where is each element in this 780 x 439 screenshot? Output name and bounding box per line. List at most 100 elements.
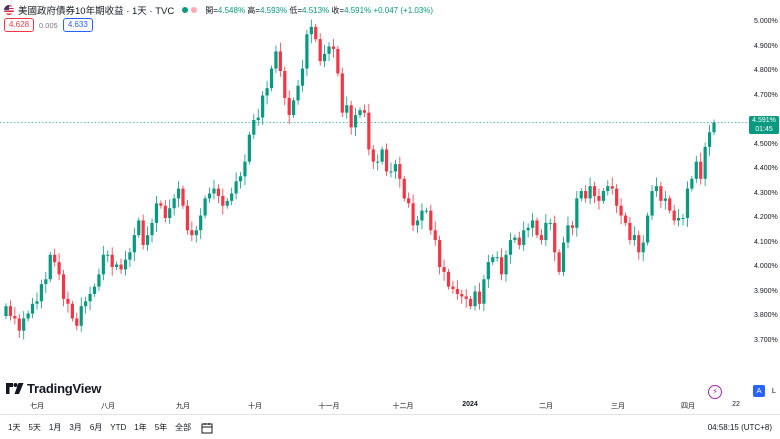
close-value: 4.591%	[344, 5, 372, 15]
candle	[35, 301, 39, 304]
low-value: 4.513%	[302, 5, 330, 15]
candle	[79, 306, 83, 326]
candle	[207, 193, 212, 199]
us-flag-icon	[4, 5, 14, 15]
timeframe-button[interactable]: 5天	[28, 423, 41, 432]
candle	[455, 289, 459, 294]
candle	[4, 306, 8, 316]
candle	[500, 257, 504, 275]
candle	[39, 284, 43, 302]
candle	[318, 39, 322, 62]
candle	[225, 200, 229, 206]
candle	[163, 205, 167, 218]
y-tick-label: 3.900%	[754, 287, 778, 295]
y-tick-label: 4.100%	[754, 238, 778, 246]
candle	[429, 210, 433, 231]
tradingview-logo[interactable]: TradingView	[6, 380, 101, 396]
market-status-icon	[182, 7, 189, 13]
x-tick-label: 十一月	[318, 403, 340, 410]
x-tick-label: 八月	[101, 403, 115, 410]
ask-button[interactable]: 4.633	[62, 18, 93, 32]
x-tick-label: 四月	[681, 403, 695, 410]
symbol-info[interactable]: 美國政府債券10年期收益 · 1天 · TVC 開=4.548% 高=4.593…	[4, 2, 433, 18]
candle	[469, 298, 473, 307]
candle	[53, 254, 57, 263]
candle	[495, 257, 499, 259]
logo-text: TradingView	[27, 380, 102, 396]
candle	[553, 222, 557, 253]
candle	[141, 220, 145, 245]
y-tick-label: 4.400%	[754, 165, 778, 172]
candle	[513, 237, 517, 241]
y-tick-label: 4.000%	[754, 263, 778, 270]
candle	[199, 215, 203, 231]
candle	[615, 188, 619, 206]
timeframe-button[interactable]: 1年	[134, 423, 147, 432]
candle	[575, 198, 579, 228]
candle	[269, 68, 274, 89]
candle	[216, 188, 220, 196]
candle	[181, 188, 185, 206]
candle	[570, 225, 574, 228]
candle	[159, 203, 163, 206]
candle	[442, 267, 446, 272]
candle	[703, 146, 707, 179]
candle	[486, 262, 490, 280]
candle	[57, 262, 61, 275]
y-tick-label: 4.900%	[754, 42, 778, 50]
candle	[685, 188, 690, 218]
candle	[451, 286, 455, 290]
candle	[592, 186, 597, 196]
timeframe-button[interactable]: YTD	[110, 423, 127, 432]
candle	[628, 222, 632, 241]
calendar-icon[interactable]	[201, 422, 213, 434]
clock[interactable]: 04:58:15 (UTC+8)	[707, 423, 772, 432]
candle	[663, 198, 667, 201]
candle	[477, 291, 482, 304]
candle	[176, 188, 181, 199]
ohlc-values: 開=4.548% 高=4.593% 低=4.513% 收=4.591% +0.0…	[205, 5, 434, 15]
candle	[154, 203, 159, 223]
candle	[601, 191, 605, 201]
lightning-icon[interactable]: ⚡	[708, 385, 722, 399]
x-tick-label: 二月	[539, 403, 553, 410]
y-tick-label: 4.200%	[754, 214, 778, 221]
log-scale-button[interactable]: L	[771, 386, 777, 395]
timeframe-button[interactable]: 6月	[89, 423, 103, 432]
time-axis[interactable]: 七月 八月 九月 十月 十一月 十二月 2024 二月 三月 四月 22	[0, 397, 748, 413]
candle	[314, 26, 318, 40]
chart-header: 美國政府債券10年期收益 · 1天 · TVC 開=4.548% 高=4.593…	[0, 0, 748, 34]
price-axis[interactable]: % 5.100%5.000%4.900%4.800%4.700%4.600%4.…	[748, 0, 780, 410]
timeframe-button[interactable]: 全部	[175, 423, 192, 432]
candle	[438, 240, 442, 267]
high-value: 4.593%	[259, 5, 288, 15]
bid-button[interactable]: 4.628	[4, 18, 35, 32]
candle	[252, 120, 256, 135]
candle	[681, 218, 685, 219]
candle	[539, 235, 544, 241]
candle	[398, 164, 402, 179]
candle	[712, 122, 716, 133]
auto-scale-button[interactable]: A	[753, 385, 765, 397]
candle	[296, 85, 300, 101]
candle	[548, 222, 552, 224]
timeframe-button[interactable]: 3月	[69, 423, 82, 432]
candle	[106, 254, 110, 256]
timeframe-button[interactable]: 1月	[48, 423, 62, 432]
y-tick-label: 5.100%	[754, 0, 778, 1]
timeframe-button[interactable]: 1天	[8, 423, 21, 432]
change-value: +0.047 (+1.03%)	[373, 5, 434, 15]
x-tick-label: 十二月	[392, 403, 414, 410]
candle	[367, 112, 371, 150]
y-tick-label: 4.300%	[754, 189, 778, 197]
candlestick-chart[interactable]	[0, 0, 748, 397]
candle	[522, 230, 526, 245]
candle	[407, 198, 411, 204]
x-tick-label: 22	[732, 401, 740, 408]
candle	[194, 230, 198, 236]
candle	[172, 198, 176, 209]
candle	[88, 293, 92, 302]
timeframe-button[interactable]: 5年	[154, 423, 168, 432]
candle	[424, 210, 428, 212]
candle	[44, 279, 48, 285]
